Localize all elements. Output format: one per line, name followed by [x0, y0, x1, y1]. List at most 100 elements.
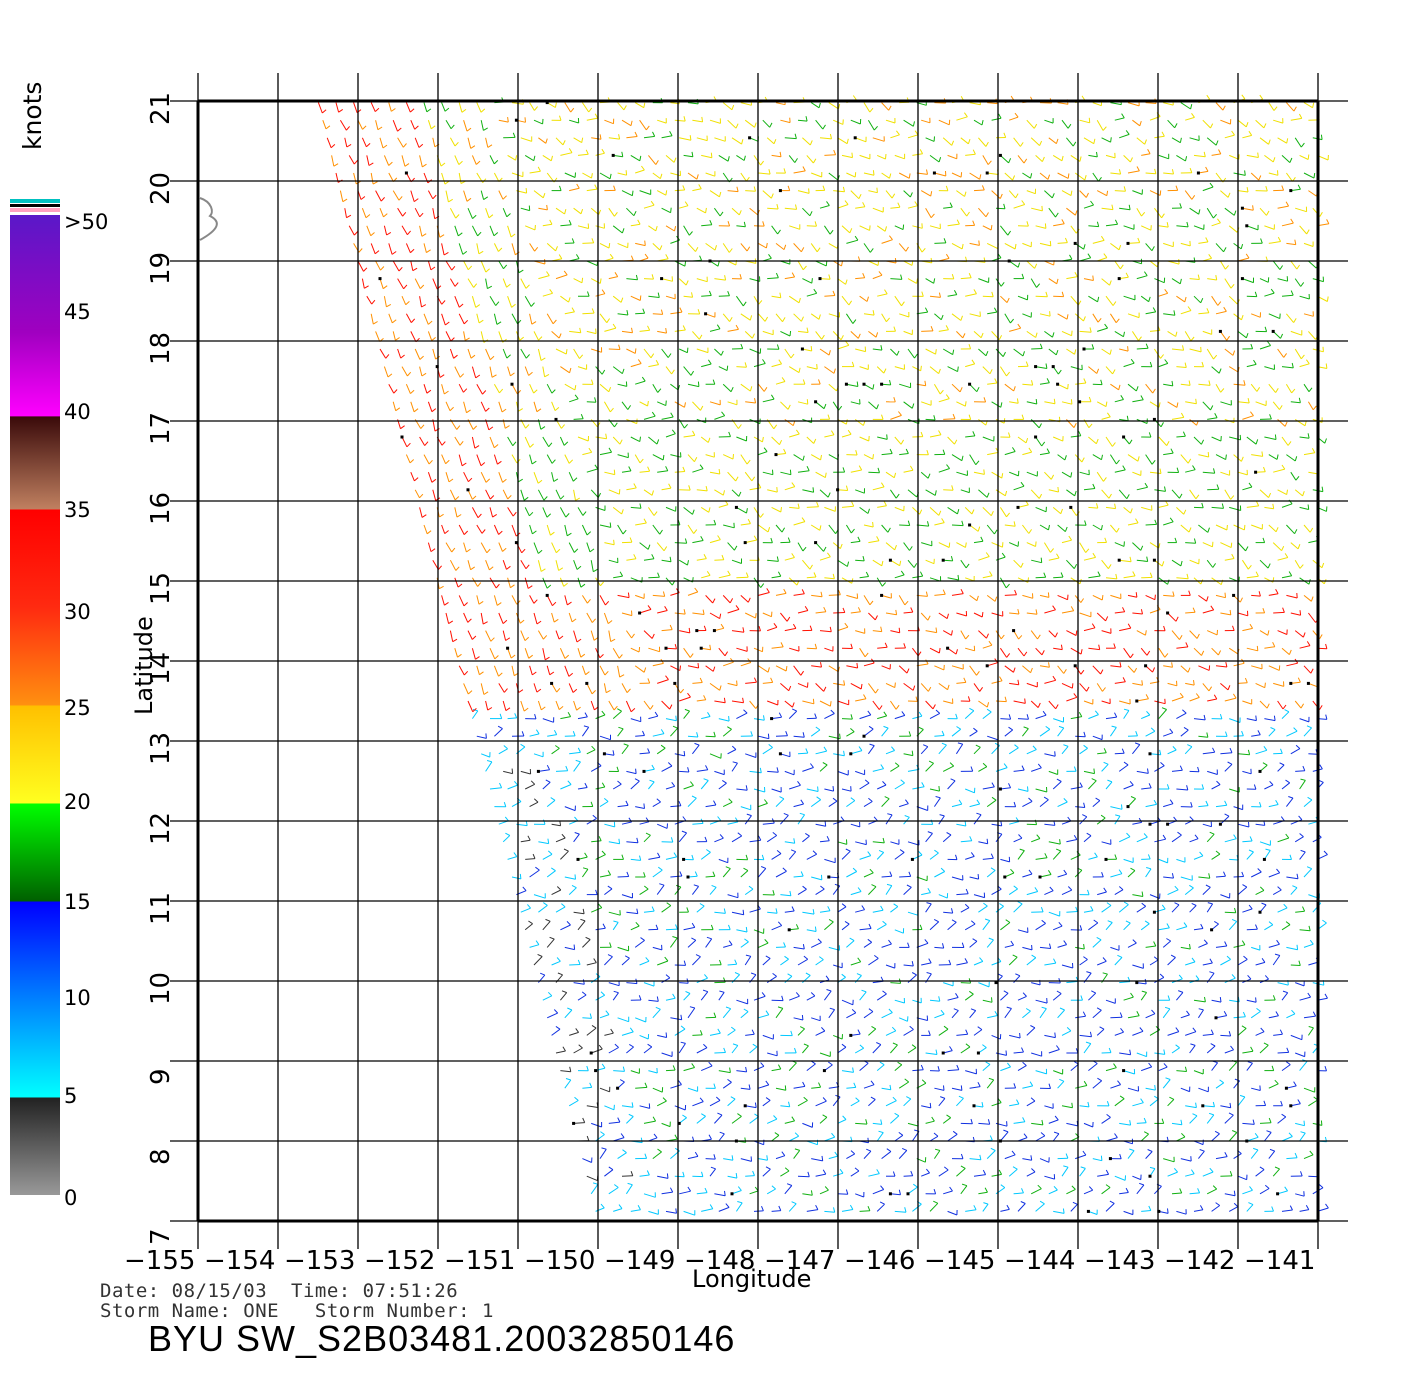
wind-vector	[1057, 801, 1068, 808]
wind-vector	[489, 507, 494, 518]
wind-barb	[571, 618, 577, 623]
wind-barb	[1053, 1131, 1060, 1135]
wind-barb	[1319, 705, 1323, 710]
wind-vector	[991, 401, 1002, 408]
wind-barb	[619, 674, 625, 678]
wind-barb	[1299, 564, 1304, 569]
wind-vector	[1215, 1082, 1224, 1089]
wind-vector	[718, 1206, 730, 1212]
wind-vector	[669, 937, 678, 948]
wind-vector	[810, 454, 821, 461]
wind-vector	[507, 577, 511, 588]
wind-barb	[1308, 387, 1313, 393]
wind-vector	[1242, 700, 1252, 705]
wind-vector	[1070, 647, 1082, 655]
wind-vector	[899, 803, 909, 808]
wind-vector	[877, 505, 887, 508]
wind-vector	[696, 699, 706, 702]
wind-barb	[927, 615, 931, 621]
wind-vector	[599, 874, 611, 878]
wind-barb	[1105, 616, 1109, 622]
wind-vector	[987, 382, 997, 385]
wind-barb	[1259, 886, 1265, 891]
colorbar	[10, 215, 60, 1195]
wind-vector	[1273, 611, 1285, 614]
wind-barb	[988, 1077, 994, 1081]
wind-barb	[1310, 596, 1314, 602]
wind-barb	[1170, 448, 1174, 454]
wind-vector	[458, 595, 465, 607]
wind-vector	[542, 436, 550, 447]
wind-barb	[1140, 395, 1144, 401]
wind-barb	[817, 786, 819, 792]
wind-vector	[758, 451, 768, 456]
wind-vector	[973, 471, 985, 475]
wind-barb	[853, 1082, 857, 1088]
wind-vector	[1101, 1116, 1111, 1124]
wind-barb	[507, 495, 512, 500]
wind-vector	[1013, 700, 1026, 704]
wind-barb	[665, 328, 667, 334]
wind-vector	[722, 728, 732, 737]
wind-barb	[1295, 744, 1301, 749]
wind-vector	[1303, 868, 1313, 878]
wind-barb	[643, 803, 645, 809]
wind-barb	[1243, 955, 1248, 960]
wind-vector	[828, 524, 836, 535]
wind-barb	[428, 459, 433, 465]
wind-vector	[502, 348, 508, 359]
rain-flag	[1144, 664, 1148, 668]
wind-barb	[566, 921, 571, 926]
wind-barb	[754, 397, 757, 404]
wind-barb	[643, 667, 647, 673]
wind-barb	[1018, 834, 1023, 839]
wind-barb	[656, 439, 660, 445]
wind-vector	[595, 714, 606, 720]
wind-barb	[876, 536, 880, 542]
wind-vector	[1255, 682, 1266, 689]
wind-barb	[601, 782, 606, 788]
wind-vector	[1268, 804, 1279, 808]
wind-barb	[1078, 711, 1083, 717]
wind-vector	[652, 524, 661, 535]
wind-vector	[423, 384, 428, 394]
wind-vector	[1185, 542, 1196, 544]
wind-vector	[538, 769, 550, 772]
wind-barb	[1228, 1112, 1234, 1116]
wind-barb	[727, 570, 731, 576]
wind-vector	[471, 436, 476, 449]
wind-barb	[543, 819, 546, 825]
wind-barb	[933, 1188, 937, 1195]
wind-barb	[817, 938, 822, 943]
wind-barb	[761, 854, 765, 860]
wind-barb	[842, 607, 846, 613]
wind-barb	[1030, 1155, 1033, 1161]
wind-barb	[823, 686, 827, 692]
wind-barb	[503, 688, 508, 693]
wind-vector	[546, 383, 553, 394]
wind-barb	[994, 1010, 998, 1016]
wind-vector	[868, 1099, 876, 1107]
wind-vector	[850, 750, 863, 755]
wind-vector	[850, 682, 862, 690]
wind-barb	[1073, 834, 1078, 840]
wind-barb	[713, 1012, 717, 1018]
wind-barb	[529, 443, 534, 448]
wind-barb	[878, 849, 884, 853]
wind-vector	[634, 665, 645, 673]
wind-barb	[839, 543, 843, 549]
wind-vector	[604, 1105, 615, 1111]
wind-barb	[629, 537, 633, 543]
wind-barb	[573, 944, 576, 950]
wind-barb	[1252, 1119, 1255, 1125]
wind-vector	[489, 436, 495, 448]
wind-vector	[876, 993, 887, 1001]
wind-vector	[661, 1052, 673, 1057]
wind-vector	[643, 489, 653, 496]
wind-vector	[903, 1029, 914, 1036]
wind-vector	[767, 489, 778, 493]
wind-vector	[947, 436, 955, 445]
wind-vector	[1110, 806, 1123, 810]
wind-vector	[1268, 943, 1280, 948]
wind-barb	[1132, 571, 1136, 577]
